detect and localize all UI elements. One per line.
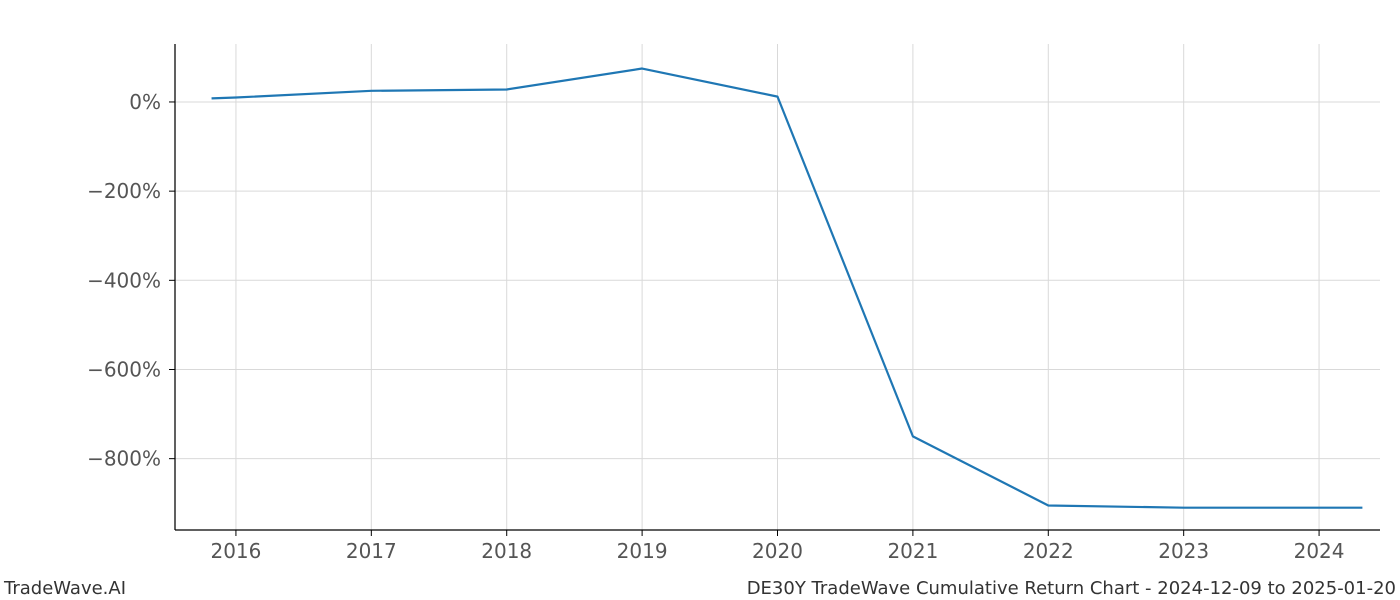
x-tick-label: 2017 bbox=[346, 539, 397, 563]
y-tick-label: −200% bbox=[87, 179, 161, 203]
x-tick-label: 2021 bbox=[887, 539, 938, 563]
x-tick-label: 2022 bbox=[1023, 539, 1074, 563]
chart-container: 2016 2017 2018 2019 2020 2021 2022 2023 2024 −800… bbox=[0, 0, 1400, 600]
y-tick-label: 0% bbox=[129, 90, 161, 114]
x-tick-label: 2023 bbox=[1158, 539, 1209, 563]
x-tick-label: 2018 bbox=[481, 539, 532, 563]
footer-right-label: DE30Y TradeWave Cumulative Return Chart … bbox=[747, 578, 1396, 599]
footer-left-label: TradeWave.AI bbox=[3, 578, 126, 599]
y-tick-label: −400% bbox=[87, 268, 161, 292]
x-tick-label: 2024 bbox=[1294, 539, 1345, 563]
x-tick-label: 2019 bbox=[617, 539, 668, 563]
y-tick-label: −800% bbox=[87, 447, 161, 471]
x-tick-label: 2016 bbox=[210, 539, 261, 563]
line-chart: 2016 2017 2018 2019 2020 2021 2022 2023 2024 −800… bbox=[0, 0, 1400, 600]
chart-background bbox=[0, 0, 1400, 600]
x-tick-label: 2020 bbox=[752, 539, 803, 563]
y-tick-label: −600% bbox=[87, 357, 161, 381]
